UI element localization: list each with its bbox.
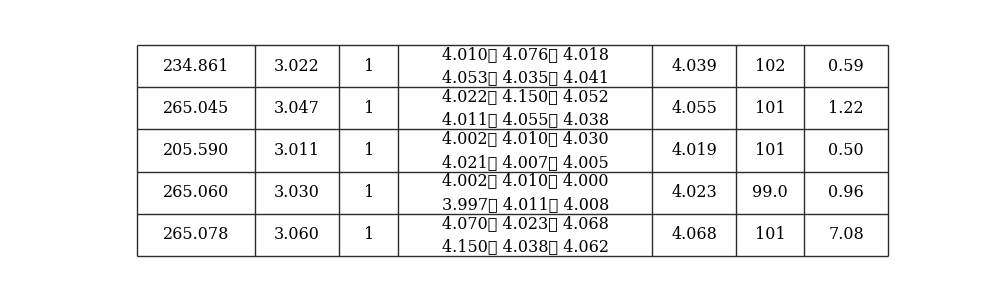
Text: 265.060: 265.060 — [163, 184, 229, 201]
Text: 1: 1 — [364, 142, 374, 159]
Text: 4.019: 4.019 — [671, 142, 717, 159]
Text: 3.997、 4.011、 4.008: 3.997、 4.011、 4.008 — [442, 196, 609, 213]
Text: 4.039: 4.039 — [671, 58, 717, 74]
Text: 4.023: 4.023 — [671, 184, 717, 201]
Text: 4.021、 4.007、 4.005: 4.021、 4.007、 4.005 — [442, 154, 609, 171]
Text: 101: 101 — [755, 100, 785, 117]
Text: 205.590: 205.590 — [163, 142, 229, 159]
Text: 1: 1 — [364, 184, 374, 201]
Text: 4.010、 4.076、 4.018: 4.010、 4.076、 4.018 — [442, 46, 609, 63]
Text: 1: 1 — [364, 226, 374, 243]
Text: 3.047: 3.047 — [274, 100, 320, 117]
Text: 3.060: 3.060 — [274, 226, 320, 243]
Text: 4.068: 4.068 — [671, 226, 717, 243]
Text: 4.002、 4.010、 4.000: 4.002、 4.010、 4.000 — [442, 172, 608, 190]
Text: 4.055: 4.055 — [671, 100, 717, 117]
Text: 265.045: 265.045 — [163, 100, 229, 117]
Text: 265.078: 265.078 — [163, 226, 229, 243]
Text: 102: 102 — [755, 58, 785, 74]
Text: 4.022、 4.150、 4.052: 4.022、 4.150、 4.052 — [442, 88, 609, 105]
Text: 3.011: 3.011 — [274, 142, 320, 159]
Text: 4.011、 4.055、 4.038: 4.011、 4.055、 4.038 — [442, 111, 609, 129]
Text: 0.59: 0.59 — [828, 58, 864, 74]
Text: 101: 101 — [755, 142, 785, 159]
Text: 1: 1 — [364, 58, 374, 74]
Text: 0.96: 0.96 — [828, 184, 864, 201]
Text: 1.22: 1.22 — [828, 100, 864, 117]
Text: 0.50: 0.50 — [828, 142, 864, 159]
Text: 1: 1 — [364, 100, 374, 117]
Text: 3.030: 3.030 — [274, 184, 320, 201]
Text: 4.150、 4.038、 4.062: 4.150、 4.038、 4.062 — [442, 238, 609, 255]
Text: 4.053、 4.035、 4.041: 4.053、 4.035、 4.041 — [442, 69, 609, 86]
Text: 234.861: 234.861 — [163, 58, 229, 74]
Text: 7.08: 7.08 — [828, 226, 864, 243]
Text: 4.002、 4.010、 4.030: 4.002、 4.010、 4.030 — [442, 130, 608, 147]
Text: 99.0: 99.0 — [752, 184, 788, 201]
Text: 3.022: 3.022 — [274, 58, 320, 74]
Text: 101: 101 — [755, 226, 785, 243]
Text: 4.070、 4.023、 4.068: 4.070、 4.023、 4.068 — [442, 215, 609, 232]
